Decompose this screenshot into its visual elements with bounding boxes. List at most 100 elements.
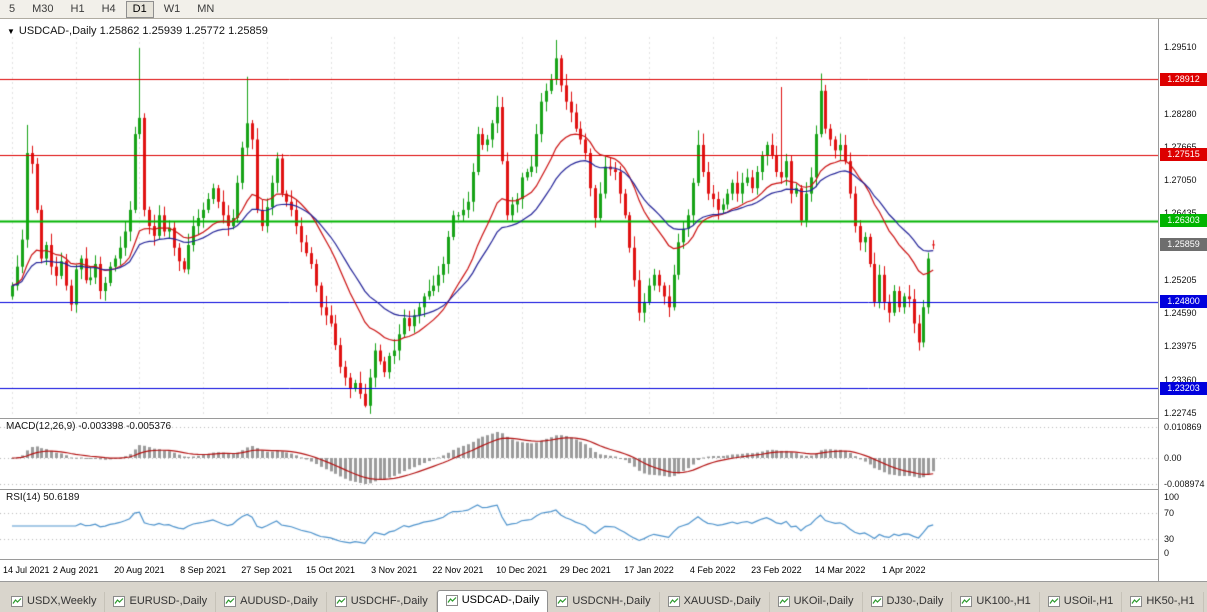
timeframe-button-mn[interactable]: MN [197,2,215,15]
chart-ohlc-values: 1.25862 1.25939 1.25772 1.25859 [99,25,268,37]
chart-tab-icon [1130,595,1143,607]
timeframe-button-d1[interactable]: D1 [125,0,154,18]
panel-separator [0,559,1207,560]
macd-axis-tick: 0.010869 [1164,421,1202,432]
time-axis: 14 Jul 2021 2 Aug 2021 20 Aug 2021 8 Sep 20… [0,560,1158,581]
price-level-badge: 1.26303 [1160,214,1207,228]
time-axis-label: 27 Sep 2021 [241,565,293,575]
price-axis-tick: 1.24590 [1164,308,1197,319]
chart-tab-eurusd-daily[interactable]: EURUSD-,Daily [105,592,217,612]
chart-tab-usdcnh-daily[interactable]: USDCNH-,Daily [548,592,660,612]
macd-label: MACD(12,26,9) -0.003398 -0.005376 [6,421,172,432]
chart-tab-icon [445,594,458,606]
chart-tab-icon [1047,595,1060,607]
chart-title: ▼ USDCAD-,Daily 1.25862 1.25939 1.25772 1… [7,25,268,37]
rsi-axis-tick: 100 [1164,492,1180,502]
chart-tab-icon [667,595,680,607]
chart-tab-xauusd-daily[interactable]: XAUUSD-,Daily [660,592,770,612]
time-axis-label: 2 Aug 2021 [52,565,99,575]
chart-tab-label: USOil-,H1 [1063,595,1114,607]
time-axis-label: 8 Sep 2021 [180,565,227,575]
chart-tab-label: AUDUSD-,Daily [240,595,318,607]
chart-tab-label: EURUSD-,Daily [129,595,208,607]
chart-tab-dj30-daily[interactable]: DJ30-,Daily [863,592,953,612]
chart-tab-usdcad-daily[interactable]: USDCAD-,Daily [436,590,549,612]
chart-tab-uk100-h1[interactable]: UK100-,H1 [952,592,1040,612]
chart-tab-label: HK50-,H1 [1146,595,1195,607]
time-axis-label: 10 Dec 2021 [496,565,548,575]
chart-tab-label: UKOil-,Daily [793,595,854,607]
macd-axis-tick: 0.00 [1164,453,1182,463]
timeframe-toolbar: 5 M30 H1 H4 D1 W1 MN [0,0,1207,19]
macd-values: -0.003398 -0.005376 [78,421,172,432]
chart-tab-label: USDX,Weekly [27,595,97,607]
time-axis-label: 23 Feb 2022 [751,565,802,575]
time-axis-label: 15 Oct 2021 [305,565,356,575]
macd-axis-tick: -0.008974 [1164,478,1205,489]
chart-tab-icon [113,595,126,607]
time-axis-label: 17 Jan 2022 [624,565,674,575]
rsi-label: RSI(14) 50.6189 [6,492,80,503]
time-axis-label: 1 Apr 2022 [882,565,926,575]
macd-indicator-canvas[interactable] [0,419,1158,489]
timeframe-button-5[interactable]: 5 [9,2,16,15]
time-axis-label: 14 Jul 2021 [3,565,50,575]
chart-symbol-period: USDCAD-,Daily [18,25,97,37]
price-axis-tick: 1.27050 [1164,175,1197,186]
chart-tab-usdx-weekly[interactable]: USDX,Weekly [3,592,106,612]
timeframe-button-h1[interactable]: H1 [70,2,85,15]
timeframe-button-h4[interactable]: H4 [101,2,116,15]
chart-tab-icon [870,595,883,607]
chart-tab-icon [556,595,569,607]
chart-tab-hk50-h1[interactable]: HK50-,H1 [1122,592,1204,612]
price-level-badge: 1.28912 [1160,72,1207,86]
chart-tab-label: XAUUSD-,Daily [683,595,761,607]
price-axis-tick: 1.23975 [1164,341,1197,352]
chart-tab-icon [224,595,237,607]
chart-tab-label: UK100-,H1 [976,595,1031,607]
price-axis-tick: 1.22745 [1164,408,1197,419]
chart-tab-label: USDCAD-,Daily [461,594,540,606]
price-axis-tick: 1.25205 [1164,274,1197,285]
chart-tab-bar: USDX,Weekly EURUSD-,Daily AUDUSD-,Daily USD… [0,581,1207,612]
price-axis-tick: 1.23360 [1164,374,1197,385]
time-axis-label: 22 Nov 2021 [432,565,484,575]
time-axis-label: 29 Dec 2021 [559,565,611,575]
chart-tab-icon [960,595,973,607]
price-axis-tick: 1.27665 [1164,141,1197,152]
rsi-indicator-canvas[interactable] [0,490,1158,559]
time-axis-label: 4 Feb 2022 [689,565,736,575]
price-axis-tick: 1.26435 [1164,208,1197,218]
collapse-arrow-icon[interactable]: ▼ [7,27,15,36]
panel-separator[interactable] [0,489,1207,490]
price-axis: 1.29510 1.28280 1.27665 1.27050 1.26435 1.252… [1158,19,1207,581]
time-axis-label: 3 Nov 2021 [371,565,418,575]
price-axis-tick: 1.29510 [1164,42,1197,52]
rsi-axis-tick: 0 [1164,548,1170,558]
panel-separator[interactable] [0,418,1207,419]
chart-tab-icon [334,595,347,607]
price-level-badge: 1.23203 [1160,381,1207,395]
price-level-badge: 1.27515 [1160,148,1207,162]
chart-tab-label: USDCHF-,Daily [350,595,428,607]
chart-tab-label: DJ30-,Daily [886,595,944,607]
price-level-badge: 1.24800 [1160,295,1207,309]
current-price-badge: 1.25859 [1160,238,1207,252]
chart-tab-usdchf-daily[interactable]: USDCHF-,Daily [327,592,437,612]
time-axis-label: 14 Mar 2022 [814,565,866,575]
chart-tab-icon [777,595,790,607]
chart-tab-audusd-daily[interactable]: AUDUSD-,Daily [216,592,327,612]
timeframe-button-w1[interactable]: W1 [163,2,181,15]
rsi-axis-tick: 70 [1164,507,1175,518]
rsi-value: 50.6189 [43,492,80,503]
chart-tab-icon [11,595,23,607]
chart-tab-ukoil-daily[interactable]: UKOil-,Daily [770,592,863,612]
price-axis-tick: 1.28280 [1164,108,1197,119]
rsi-axis-tick: 30 [1164,534,1175,545]
chart-tab-usoil-h1[interactable]: USOil-,H1 [1040,592,1123,612]
chart-tab-label: USDCNH-,Daily [572,595,651,607]
time-axis-label: 20 Aug 2021 [114,565,165,575]
price-chart-canvas[interactable] [0,19,1158,418]
timeframe-button-m30[interactable]: M30 [32,2,54,15]
